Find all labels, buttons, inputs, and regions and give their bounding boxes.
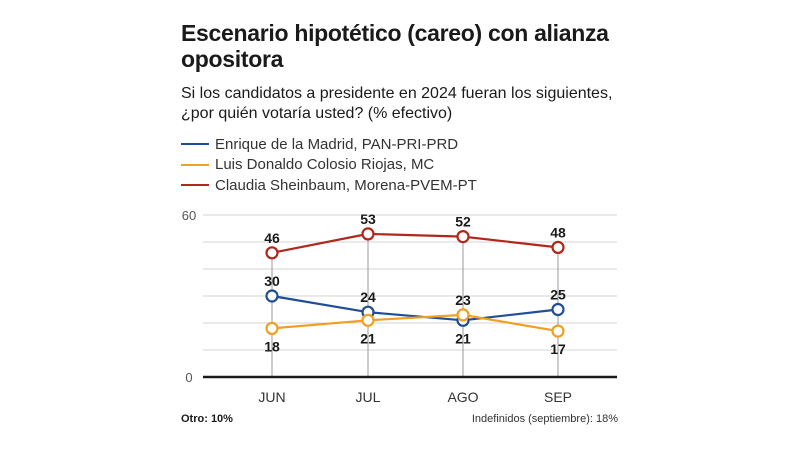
series-line — [271, 313, 559, 333]
data-label: 18 — [264, 338, 280, 354]
data-point — [551, 324, 565, 338]
data-label: 46 — [264, 230, 280, 246]
data-point — [361, 227, 375, 241]
legend-item: Luis Donaldo Colosio Riojas, MC — [181, 155, 477, 176]
legend: Enrique de la Madrid, PAN-PRI-PRD Luis D… — [181, 134, 477, 196]
data-label: 30 — [264, 273, 280, 289]
data-point — [551, 302, 565, 317]
legend-item: Claudia Sheinbaum, Morena-PVEM-PT — [181, 175, 477, 196]
legend-label: Claudia Sheinbaum, Morena-PVEM-PT — [215, 176, 477, 194]
series-line — [271, 294, 559, 322]
data-label: 17 — [550, 341, 566, 357]
data-label: 25 — [550, 287, 566, 303]
y-tick-label: 60 — [182, 208, 196, 223]
series-line — [271, 232, 559, 254]
x-tick-label: SEP — [544, 389, 572, 405]
undecided-note: Indefinidos (septiembre): 18% — [471, 413, 618, 425]
x-tick-label: JUN — [258, 389, 285, 405]
data-point — [265, 289, 279, 303]
data-label: 48 — [550, 224, 566, 240]
x-tick-label: JUL — [356, 389, 381, 405]
legend-label: Luis Donaldo Colosio Riojas, MC — [215, 156, 435, 174]
data-label: 21 — [360, 330, 376, 346]
legend-item: Enrique de la Madrid, PAN-PRI-PRD — [181, 134, 477, 155]
y-tick-label: 0 — [185, 370, 192, 385]
legend-swatch-red — [181, 184, 209, 187]
data-point — [265, 321, 279, 335]
data-point — [551, 240, 565, 254]
data-point — [456, 230, 470, 244]
legend-label: Enrique de la Madrid, PAN-PRI-PRD — [215, 135, 459, 153]
chart-title: Escenario hipotético (careo) con alianza… — [181, 20, 609, 72]
data-label: 24 — [360, 289, 376, 305]
chart-subtitle: Si los candidatos a presidente en 2024 f… — [181, 85, 613, 122]
data-label: 52 — [455, 214, 471, 230]
other-note: Otro: 10% — [181, 413, 233, 425]
data-label: 21 — [455, 330, 471, 346]
data-point — [265, 246, 279, 260]
data-label: 53 — [360, 211, 376, 227]
legend-swatch-orange — [181, 163, 209, 166]
legend-swatch-blue — [181, 143, 209, 146]
data-label: 23 — [455, 292, 471, 308]
x-tick-label: AGO — [447, 389, 478, 405]
data-point — [456, 308, 470, 322]
data-point — [361, 313, 375, 327]
